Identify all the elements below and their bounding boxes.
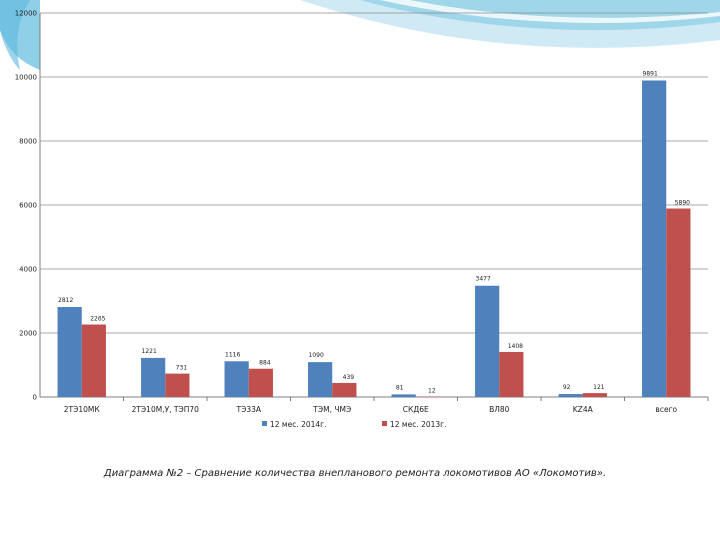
swoosh-white-streak (380, 0, 720, 23)
x-axis-categories: 2ТЭ10МК 2ТЭ10М,У, ТЭП70 ТЭ33А ТЭМ, ЧМЭ СКД6Е… (64, 405, 678, 414)
bar-2014-1 (141, 357, 166, 397)
data-label: 884 (259, 360, 271, 367)
y-tick-label: 2000 (19, 330, 37, 338)
bar-2013-6 (582, 393, 607, 397)
y-tick-label: 4000 (19, 266, 37, 274)
y-tick-label: 0 (33, 394, 37, 402)
bar-2013-1 (165, 373, 190, 397)
data-label: 12 (428, 388, 436, 395)
header-swoosh-decoration (0, 0, 720, 70)
data-label: 3477 (476, 276, 491, 283)
data-label: 731 (176, 365, 188, 372)
data-label: 1090 (309, 352, 324, 359)
data-labels: 2812 2265 1221 731 1116 884 1090 439 81 12 3477 140… (58, 70, 690, 394)
bar-chart: 0 2000 4000 6000 8000 10000 12000 2812 2265 1221… (15, 10, 709, 429)
data-label: 439 (343, 374, 355, 381)
x-category-label: ТЭМ, ЧМЭ (312, 405, 351, 414)
data-label: 121 (593, 384, 605, 391)
legend-swatch-2014 (262, 421, 267, 426)
legend-swatch-2013 (382, 421, 387, 426)
x-category-label: СКД6Е (403, 405, 429, 414)
data-label: 9891 (643, 70, 658, 77)
legend-label: 12 мес. 2014г. (270, 420, 327, 429)
bar-2013-0 (81, 324, 106, 397)
bar-2014-5 (475, 285, 500, 397)
x-category-label: ВЛ80 (489, 405, 510, 414)
bar-2014-3 (308, 362, 333, 397)
bar-2013-5 (499, 351, 524, 397)
data-label: 1408 (508, 343, 523, 350)
bar-2014-7 (642, 80, 667, 397)
y-tick-label: 8000 (19, 138, 37, 146)
y-axis-ticks: 0 2000 4000 6000 8000 10000 12000 (15, 10, 37, 402)
y-tick-label: 10000 (15, 74, 37, 82)
legend-label: 12 мес. 2013г. (390, 420, 447, 429)
data-label: 1221 (142, 348, 157, 355)
chart-grid (39, 12, 709, 401)
y-tick-label: 6000 (19, 202, 37, 210)
data-label: 2265 (90, 316, 105, 323)
chart-legend: 12 мес. 2014г. 12 мес. 2013г. (262, 420, 447, 429)
data-label: 2812 (58, 297, 73, 304)
data-label: 1116 (225, 351, 240, 358)
data-label: 81 (396, 384, 404, 391)
x-category-label: KZ4A (573, 405, 594, 414)
x-category-label: 2ТЭ10М,У, ТЭП70 (132, 405, 200, 414)
bar-2014-0 (57, 307, 82, 397)
x-category-label: 2ТЭ10МК (64, 405, 101, 414)
bar-2013-7 (666, 208, 691, 397)
x-category-label: ТЭ33А (236, 405, 262, 414)
chart-caption: Диаграмма №2 – Сравнение количества внеп… (103, 468, 607, 479)
bar-2014-6 (558, 394, 583, 397)
data-label: 92 (563, 384, 571, 391)
swoosh-left-corner (0, 0, 30, 70)
bar-2014-2 (224, 361, 249, 397)
x-category-label: всего (655, 405, 677, 414)
bar-2013-2 (248, 368, 273, 397)
bar-2013-3 (332, 382, 357, 397)
data-label: 5890 (675, 200, 690, 207)
chart-bars (57, 80, 691, 397)
y-tick-label: 12000 (15, 10, 37, 18)
bar-2014-4 (391, 394, 416, 397)
